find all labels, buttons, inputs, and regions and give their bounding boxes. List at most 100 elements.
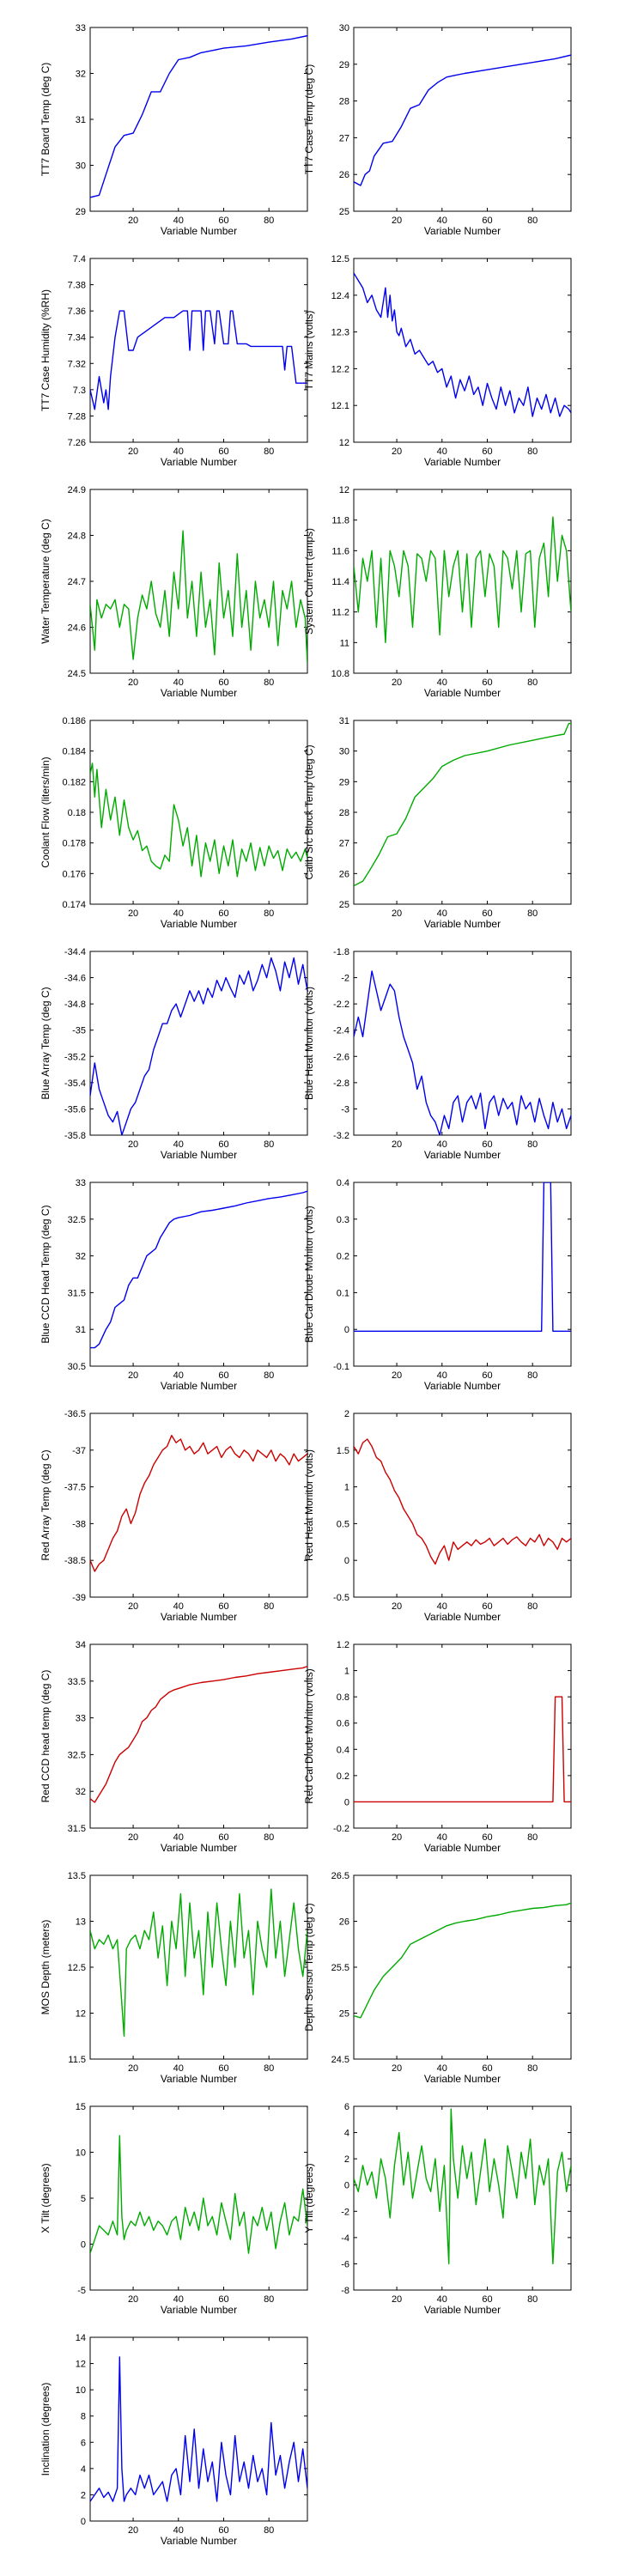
series-line [90,1190,307,1349]
y-tick-label: 14 [76,2333,86,2343]
x-axis-label: Variable Number [424,1380,501,1392]
y-tick-label: 11.2 [331,608,349,618]
series-line [90,1434,307,1572]
y-tick-label: 0.184 [62,747,86,757]
y-tick-label: 24.7 [68,577,86,587]
plot-frame [89,258,308,443]
x-tick-label: 20 [392,2294,402,2305]
chart-panel-16: -0.2 0 0.2 0.4 0.6 0.8 1 1.2 20 40 60 80 Variable Nu… [303,1640,572,1854]
x-tick-label: 20 [128,1139,138,1150]
x-tick-label: 40 [173,1832,184,1843]
x-tick-label: 80 [527,2294,538,2305]
x-tick-label: 60 [482,1370,492,1381]
chart-panel-14: -0.5 0 0.5 1 1.5 2 20 40 60 80 Variable Number Red … [303,1409,572,1623]
x-axis-label: Variable Number [161,1149,237,1161]
x-tick-label: 20 [392,1139,402,1150]
x-tick-label: 40 [173,908,184,919]
x-axis-label: Variable Number [161,456,237,468]
x-tick-label: 80 [264,1832,274,1843]
y-tick-label: 0.174 [62,900,86,910]
x-tick-label: 80 [527,677,538,688]
y-tick-label: 31.5 [68,1824,86,1834]
x-tick-label: 40 [437,216,447,226]
y-tick-label: 0.3 [337,1215,349,1225]
x-tick-label: 60 [482,2294,492,2305]
x-tick-label: 40 [173,447,184,457]
series-line [90,2356,307,2502]
x-axis-label: Variable Number [424,1611,501,1623]
series-line [354,1438,571,1565]
y-tick-label: 13 [76,1917,86,1928]
y-tick-label: 31 [76,115,86,125]
x-tick-label: 60 [218,677,228,688]
plot-frame [353,2105,572,2291]
x-tick-label: 40 [173,2294,184,2305]
y-tick-label: 0.186 [62,716,86,726]
y-tick-label: 12.5 [331,254,349,264]
x-tick-label: 60 [482,2063,492,2074]
chart-panel-13: -39 -38.5 -38 -37.5 -37 -36.5 20 40 60 80 Variable… [39,1409,308,1623]
x-axis-label: Variable Number [161,225,237,237]
plot-frame [89,1643,308,1829]
y-tick-label: 0 [344,1797,349,1807]
series-line [354,54,571,186]
y-tick-label: -37.5 [64,1483,86,1493]
y-tick-label: -2.6 [333,1052,349,1062]
x-tick-label: 20 [392,216,402,226]
chart-panel-15: 31.5 32 32.5 33 33.5 34 20 40 60 80 Variable Numbe… [39,1640,308,1854]
x-axis-label: Variable Number [424,2304,501,2316]
y-tick-label: 25 [339,2009,349,2020]
x-axis-label: Variable Number [161,1380,237,1392]
series-line [90,530,307,665]
y-tick-label: 0.178 [62,839,86,849]
y-tick-label: -35.4 [64,1078,86,1089]
y-tick-label: -35.2 [64,1052,86,1062]
x-tick-label: 20 [128,1601,138,1612]
y-tick-label: 29 [339,777,349,787]
y-tick-label: 24.6 [68,623,86,634]
y-tick-label: -0.2 [333,1824,349,1834]
series-line [90,34,307,198]
y-tick-label: 32.5 [68,1215,86,1225]
x-tick-label: 80 [527,908,538,919]
plot-frame [353,1182,572,1367]
y-tick-label: 7.28 [68,411,86,422]
x-tick-label: 80 [527,1832,538,1843]
y-tick-label: 0.176 [62,869,86,879]
x-tick-label: 40 [173,2063,184,2074]
y-tick-label: 26 [339,869,349,879]
x-axis-label: Variable Number [424,918,501,930]
y-tick-label: -1.8 [333,947,349,957]
y-axis-label: Coolant Flow (liters/min) [39,756,52,867]
x-tick-label: 40 [437,2294,447,2305]
y-tick-label: 7.4 [73,254,86,264]
x-tick-label: 80 [527,2063,538,2074]
y-tick-label: -4 [341,2233,349,2244]
x-tick-label: 40 [437,1601,447,1612]
y-tick-label: 8 [81,2412,86,2422]
x-axis-label: Variable Number [424,2073,501,2085]
y-tick-label: 12.1 [331,401,349,411]
y-tick-label: -2 [341,974,349,984]
x-tick-label: 60 [218,908,228,919]
plot-frame [89,489,308,674]
x-tick-label: 40 [437,908,447,919]
y-tick-label: 32.5 [68,1750,86,1760]
series-line [354,2108,571,2265]
y-axis-label: System Current (amps) [303,528,315,635]
x-tick-label: 80 [264,216,274,226]
y-tick-label: -35 [72,1026,86,1036]
x-tick-label: 60 [482,1601,492,1612]
y-tick-label: 33.5 [68,1677,86,1687]
x-tick-label: 20 [128,447,138,457]
y-tick-label: 0.8 [337,1692,349,1703]
y-tick-label: 29 [76,207,86,217]
chart-panel-20: -8 -6 -4 -2 0 2 4 6 20 40 60 80 Variable Number Y Til… [303,2102,572,2316]
y-tick-label: 1 [344,1667,349,1677]
y-axis-label: Water Temperature (deg C) [39,519,52,643]
y-tick-label: 0 [81,2517,86,2527]
y-tick-label: 24.9 [68,485,86,495]
y-tick-label: -39 [72,1593,86,1603]
y-tick-label: 11.6 [331,546,349,556]
chart-panel-8: 25 26 27 28 29 30 31 20 40 60 80 Variable Number Cal… [303,716,572,930]
